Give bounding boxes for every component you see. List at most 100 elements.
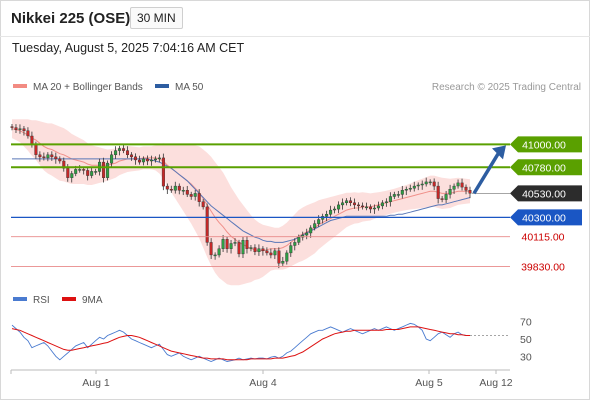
x-tick-label: Aug 5 (415, 377, 443, 389)
candle-body (313, 223, 317, 229)
candle-body (137, 159, 141, 163)
candle (464, 184, 468, 195)
candle-body (349, 200, 353, 203)
support-label: 39830.00 (521, 261, 565, 273)
candle (392, 191, 396, 200)
candle (273, 248, 277, 260)
candle-body (229, 243, 233, 249)
candle-body (10, 126, 14, 128)
candle (10, 123, 14, 131)
candle-body (365, 206, 369, 209)
candle (253, 244, 257, 256)
candle-body (114, 150, 118, 156)
candle (149, 155, 153, 166)
candle-body (241, 240, 245, 255)
candle (193, 189, 197, 201)
candle (14, 124, 18, 134)
candle-body (185, 189, 189, 195)
rsi-legend: RSI 9MA (13, 295, 103, 306)
candle-body (106, 162, 110, 178)
direction-arrow-head (492, 145, 506, 160)
candle-body (388, 196, 392, 202)
candle-body (18, 128, 22, 130)
candle-body (145, 158, 149, 162)
candle (221, 235, 225, 253)
candle-body (117, 148, 121, 151)
candle-body (177, 185, 181, 191)
candle-body (440, 198, 444, 200)
candle (225, 236, 229, 253)
x-axis: Aug 1 Aug 4 Aug 5 Aug 12 (10, 370, 513, 389)
candle (54, 152, 58, 164)
candle-body (277, 250, 281, 264)
candle (305, 228, 309, 240)
rsi-tick-label: 30 (520, 351, 532, 363)
bollinger-legend-label: MA 20 + Bollinger Bands (33, 82, 143, 93)
candle (448, 184, 452, 199)
candle-body (94, 171, 98, 173)
candle (329, 205, 333, 217)
candle (372, 204, 376, 214)
rsi-plot: 70 50 30 (11, 317, 532, 363)
candle-body (285, 252, 289, 262)
candle-body (376, 205, 380, 209)
candle-body (26, 130, 30, 137)
candle-body (189, 194, 193, 197)
candle-body (257, 248, 261, 252)
candle (313, 220, 317, 231)
candle (165, 183, 169, 194)
candle-body (464, 186, 468, 191)
candle-body (233, 242, 237, 244)
candle (62, 157, 66, 172)
candle (141, 156, 145, 166)
candle (70, 170, 74, 183)
candle-body (217, 248, 221, 256)
candle-body (205, 206, 209, 243)
candle (265, 247, 269, 256)
candle-body (54, 156, 58, 160)
candle (90, 167, 94, 179)
rsi-legend-swatch (13, 297, 27, 301)
candle (237, 239, 241, 258)
candle-body (345, 200, 349, 203)
candle (456, 179, 460, 189)
ma9-legend-label: 9MA (82, 295, 103, 306)
rsi-tick-label: 70 (520, 317, 532, 329)
instrument-title: Nikkei 225 (OSE) (11, 10, 131, 27)
candle-body (165, 185, 169, 190)
candle-body (301, 234, 305, 238)
candle (201, 199, 205, 210)
candle (161, 153, 165, 191)
candle-body (245, 240, 249, 249)
candle-body (82, 169, 86, 171)
candle (145, 155, 149, 166)
timeframe-button[interactable]: 30 MIN (130, 7, 183, 29)
candle-body (400, 189, 404, 195)
candle-body (62, 160, 66, 169)
ma9-legend-swatch (62, 297, 76, 301)
pivot-label: 40300.00 (522, 212, 566, 224)
candle-body (46, 154, 50, 159)
candle (121, 145, 125, 154)
candle-body (42, 156, 46, 159)
candle-body (193, 193, 197, 197)
candle-body (297, 236, 301, 243)
candle (416, 182, 420, 191)
candle (58, 156, 62, 164)
candle (217, 245, 221, 258)
candle (301, 231, 305, 241)
timestamp: Tuesday, August 5, 2025 7:04:16 AM CET (12, 41, 245, 55)
candle-body (261, 248, 265, 251)
candle-body (133, 156, 137, 161)
candle (277, 247, 281, 269)
candle (129, 152, 133, 161)
candle (157, 154, 161, 163)
candle (349, 197, 353, 207)
candle-body (424, 181, 428, 185)
current-price-label: 40530.00 (522, 188, 566, 200)
candle (289, 242, 293, 257)
candle-body (209, 242, 213, 256)
candle (468, 186, 472, 199)
